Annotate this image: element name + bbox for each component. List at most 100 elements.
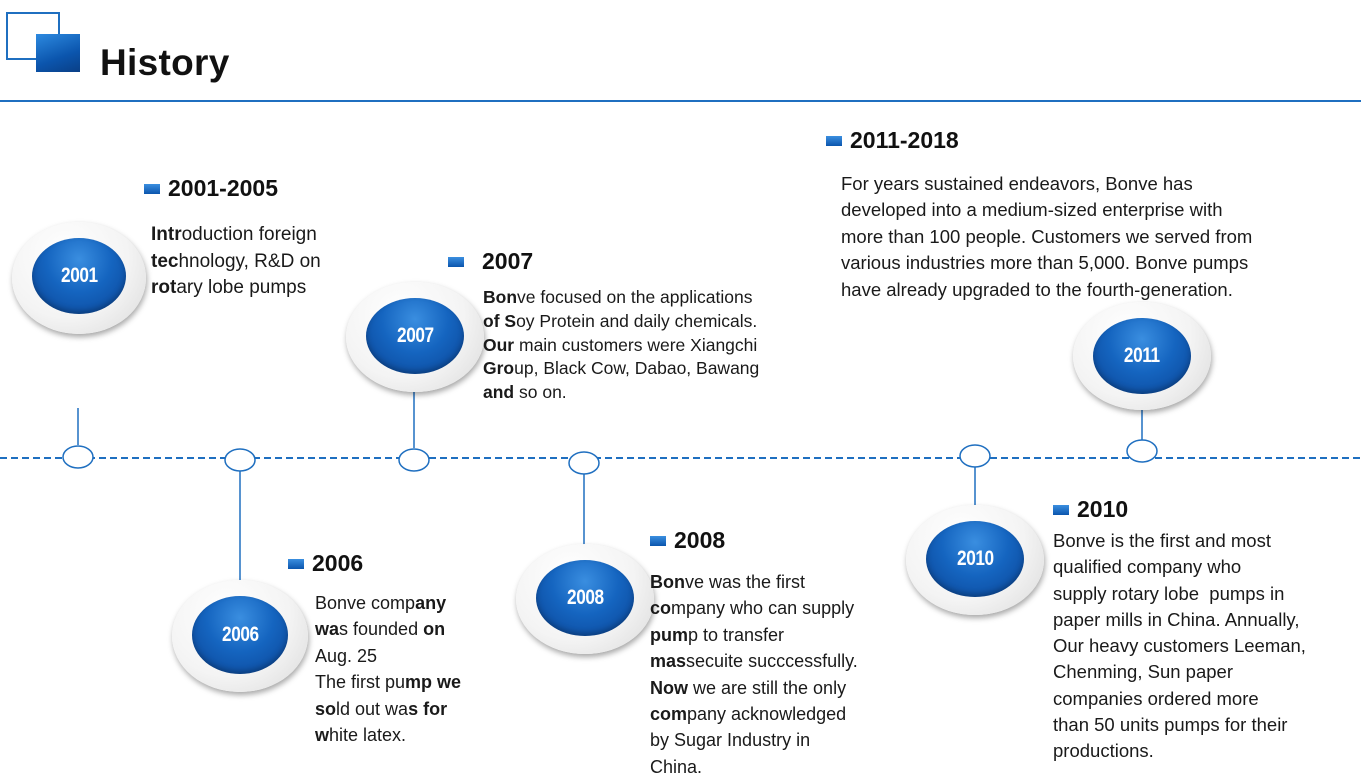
description-text: oduction foreign bbox=[181, 224, 317, 245]
year-disc-label: 2007 bbox=[396, 324, 434, 347]
description-line: Now we are still the only bbox=[650, 675, 858, 701]
square-bullet-icon bbox=[650, 535, 666, 546]
description-text: of S bbox=[483, 310, 517, 331]
description-text: hite latex. bbox=[329, 725, 407, 746]
description-text: qualified company who bbox=[1053, 556, 1242, 578]
timeline-node-2006 bbox=[224, 448, 256, 472]
description-text: secuite succcessfully. bbox=[686, 651, 858, 672]
description-line: Bonve focused on the applications bbox=[483, 286, 759, 310]
description-text: China. bbox=[650, 756, 703, 777]
milestone-description-2011: For years sustained endeavors, Bonve has… bbox=[841, 171, 1252, 303]
timeline-node-2010 bbox=[959, 444, 991, 468]
description-text: w bbox=[315, 725, 330, 746]
description-line: of Soy Protein and daily chemicals. bbox=[483, 310, 759, 334]
description-line: Chenming, Sun paper bbox=[1053, 659, 1306, 685]
description-line: various industries more than 5,000. Bonv… bbox=[841, 250, 1252, 276]
description-line: white latex. bbox=[315, 722, 461, 748]
description-text: tec bbox=[151, 250, 179, 272]
description-text: Bonve comp bbox=[315, 593, 416, 613]
description-line: Bonve is the first and most bbox=[1053, 528, 1306, 554]
description-text: we are still the only bbox=[688, 677, 847, 698]
description-text: hnology, R&D on bbox=[178, 250, 321, 272]
description-line: company who can supply bbox=[650, 595, 858, 621]
description-line: supply rotary lobe pumps in bbox=[1053, 581, 1306, 607]
description-text: p to transfer bbox=[688, 624, 785, 645]
description-line: massecuite succcessfully. bbox=[650, 648, 858, 674]
description-text: on bbox=[423, 619, 446, 640]
description-text: Our bbox=[483, 334, 515, 355]
milestone-heading-2008: 2008 bbox=[650, 527, 725, 554]
description-text: Chenming, Sun paper bbox=[1053, 661, 1233, 683]
description-text: co bbox=[650, 598, 672, 619]
description-text: mpany who can supply bbox=[671, 598, 855, 619]
description-line: The first pump we bbox=[315, 669, 461, 695]
description-line: more than 100 people. Customers we serve… bbox=[841, 224, 1252, 250]
milestone-heading-text: 2011-2018 bbox=[850, 127, 959, 153]
year-disc-2006: 2006 bbox=[172, 580, 308, 692]
milestone-description-2007: Bonve focused on the applications of Soy … bbox=[483, 286, 759, 405]
description-text: Bonve is the first and most bbox=[1053, 530, 1271, 551]
description-text: ary lobe pumps bbox=[176, 277, 307, 298]
description-text: more than 100 people. Customers we serve… bbox=[841, 225, 1253, 247]
milestone-heading-text: 2006 bbox=[312, 550, 364, 576]
description-line: Introduction foreign bbox=[151, 222, 321, 249]
milestone-heading-2010: 2010 bbox=[1053, 496, 1128, 523]
milestone-heading-2001-2005: 2001-2005 bbox=[144, 175, 278, 202]
milestone-heading-2006: 2006 bbox=[288, 550, 363, 577]
description-text: paper mills in China. Annually, bbox=[1053, 608, 1300, 630]
description-text: so bbox=[315, 698, 337, 719]
description-text: companies ordered more bbox=[1053, 687, 1259, 709]
description-text: than 50 units pumps for their bbox=[1053, 714, 1288, 736]
year-disc-label: 2006 bbox=[221, 623, 259, 646]
description-line: companies ordered more bbox=[1053, 686, 1306, 712]
description-text: ld out wa bbox=[336, 698, 409, 719]
description-line: technology, R&D on bbox=[151, 249, 321, 276]
milestone-description-2008: Bonve was the first company who can suppl… bbox=[650, 569, 858, 780]
description-text: ve was the first bbox=[685, 572, 806, 592]
description-text: Bon bbox=[650, 572, 685, 592]
timeline-node-2001 bbox=[62, 445, 94, 469]
description-text: up, Black Cow, Dabao, Bawang bbox=[514, 358, 760, 379]
description-text: and bbox=[483, 382, 515, 403]
year-disc-2008: 2008 bbox=[516, 544, 654, 654]
description-text: so on. bbox=[514, 382, 567, 403]
year-disc-2001: 2001 bbox=[12, 222, 146, 334]
description-line: pump to transfer bbox=[650, 622, 858, 648]
description-line: company acknowledged bbox=[650, 701, 858, 727]
description-text: com bbox=[650, 704, 688, 725]
description-line: Our main customers were Xiangchi bbox=[483, 334, 759, 358]
description-text: pany acknowledged bbox=[687, 704, 847, 725]
description-text: main customers were Xiangchi bbox=[514, 334, 758, 355]
timeline-node-2011 bbox=[1126, 439, 1158, 463]
milestone-heading-text: 2001-2005 bbox=[168, 175, 278, 201]
description-line: For years sustained endeavors, Bonve has bbox=[841, 171, 1252, 197]
year-disc-label: 2008 bbox=[566, 586, 604, 609]
description-line: China. bbox=[650, 754, 858, 780]
year-disc-2010: 2010 bbox=[906, 505, 1044, 615]
description-text: mas bbox=[650, 651, 687, 672]
header-divider bbox=[0, 100, 1361, 102]
milestone-description-2001: Introduction foreign technology, R&D on ro… bbox=[151, 222, 321, 302]
description-text: ve focused on the applications bbox=[517, 287, 753, 307]
description-text: Aug. 25 bbox=[315, 645, 378, 666]
description-text: have already upgraded to the fourth-gene… bbox=[841, 278, 1233, 300]
description-line: Our heavy customers Leeman, bbox=[1053, 633, 1306, 659]
description-text: oy Protein and daily chemicals. bbox=[516, 310, 758, 331]
square-bullet-icon bbox=[288, 558, 304, 569]
milestone-description-2010: Bonve is the first and most qualified com… bbox=[1053, 528, 1306, 765]
square-bullet-icon bbox=[144, 183, 160, 194]
description-line: have already upgraded to the fourth-gene… bbox=[841, 277, 1252, 303]
description-text: Intr bbox=[151, 224, 182, 245]
description-line: qualified company who bbox=[1053, 554, 1306, 580]
description-text: developed into a medium-sized enterprise… bbox=[841, 199, 1223, 221]
description-line: by Sugar Industry in bbox=[650, 727, 858, 753]
description-line: than 50 units pumps for their bbox=[1053, 712, 1306, 738]
milestone-description-2006: Bonve company was founded on Aug. 25 The fi… bbox=[315, 590, 461, 748]
description-text: For years sustained endeavors, Bonve has bbox=[841, 173, 1193, 194]
milestone-heading-2007: 2007 bbox=[448, 248, 533, 275]
description-text: s for bbox=[408, 698, 448, 719]
description-text: Bon bbox=[483, 287, 518, 307]
square-bullet-icon bbox=[826, 135, 842, 146]
milestone-heading-text: 2008 bbox=[674, 527, 726, 553]
